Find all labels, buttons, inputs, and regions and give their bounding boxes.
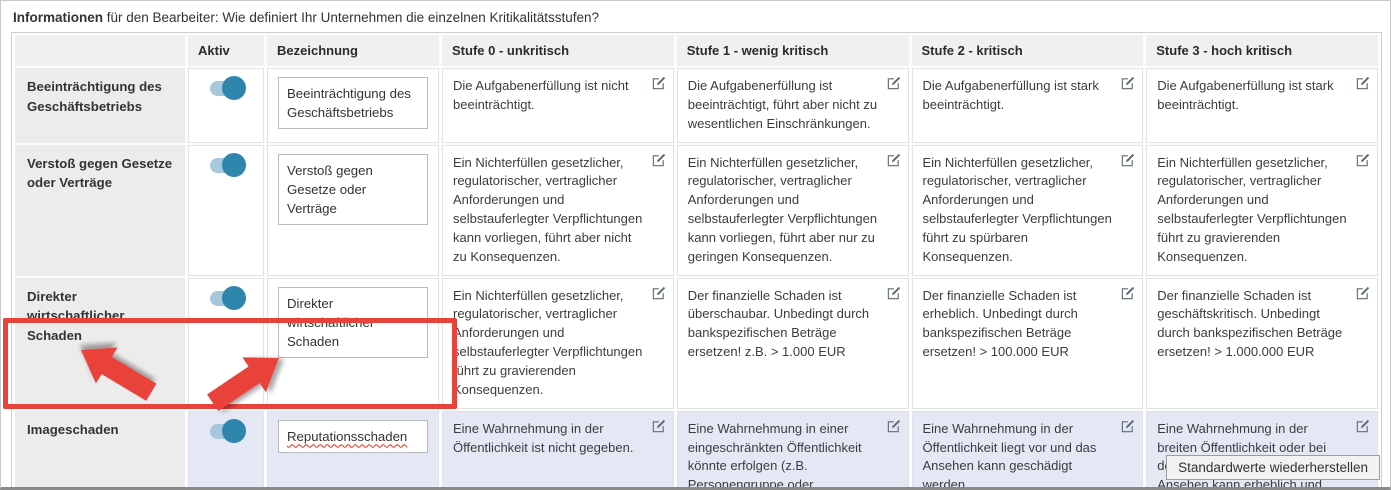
bezeichnung-cell: Beeinträchtigung des Geschäftsbetriebs [267, 68, 439, 143]
stufe1-text: Eine Wahrnehmung in einer eingeschränkte… [687, 420, 862, 490]
row-label: Verstoß gegen Gesetze oder Verträge [15, 144, 185, 276]
stufe2-text: Der finanzielle Schaden ist erheblich. U… [922, 287, 1078, 360]
stufe1-text: Die Aufgabenerfüllung ist beeinträchtigt… [687, 78, 878, 131]
edit-icon[interactable] [651, 419, 666, 434]
edit-icon[interactable] [886, 76, 901, 91]
intro-text-bold: Informationen [13, 10, 103, 25]
stufe0-cell: Eine Wahrnehmung in der Öffentlichkeit i… [442, 410, 674, 487]
edit-icon[interactable] [886, 419, 901, 434]
footer-actions: Standardwerte wiederherstellen [1166, 455, 1380, 480]
aktiv-cell [188, 144, 264, 276]
stufe0-text: Die Aufgabenerfüllung ist nicht beeinträ… [453, 78, 629, 112]
stufe0-cell: Ein Nichterfüllen gesetzlicher, regulato… [442, 144, 674, 276]
table-row: Beeinträchtigung des Geschäftsbetriebs B… [15, 68, 1378, 143]
stufe2-text: Die Aufgabenerfüllung ist stark beeinträ… [922, 78, 1099, 112]
stufe2-cell: Der finanzielle Schaden ist erheblich. U… [911, 277, 1144, 409]
bezeichnung-cell: Verstoß gegen Gesetze oder Verträge [267, 144, 439, 276]
edit-icon[interactable] [651, 153, 666, 168]
stufe2-cell: Die Aufgabenerfüllung ist stark beeinträ… [911, 68, 1144, 143]
table-header-row: Aktiv Bezeichnung Stufe 0 - unkritisch S… [15, 35, 1378, 66]
edit-icon[interactable] [1355, 153, 1370, 168]
stufe0-text: Ein Nichterfüllen gesetzlicher, regulato… [453, 287, 643, 397]
stufe0-text: Eine Wahrnehmung in der Öffentlichkeit i… [453, 420, 634, 455]
table-row-highlighted: Imageschaden Reputationsschaden Eine Wah… [15, 410, 1378, 490]
restore-defaults-button[interactable]: Standardwerte wiederherstellen [1166, 455, 1380, 480]
aktiv-cell [188, 68, 264, 143]
stufe3-text: Der finanzielle Schaden ist geschäftskri… [1157, 287, 1343, 360]
stufe1-cell: Der finanzielle Schaden ist überschaubar… [676, 277, 909, 409]
edit-icon[interactable] [886, 286, 901, 301]
edit-icon[interactable] [1355, 419, 1370, 434]
edit-icon[interactable] [1120, 153, 1135, 168]
stufe0-cell: Ein Nichterfüllen gesetzlicher, regulato… [442, 277, 674, 409]
stufe0-cell: Die Aufgabenerfüllung ist nicht beeinträ… [442, 68, 674, 143]
toggle-knob [222, 76, 246, 100]
column-header-stufe3: Stufe 3 - hoch kritisch [1146, 35, 1378, 66]
row-label: Direkter wirtschaftlicher Schaden [15, 277, 185, 409]
stufe1-cell: Die Aufgabenerfüllung ist beeinträchtigt… [676, 68, 909, 143]
row-label: Imageschaden [15, 410, 185, 487]
intro-text-rest: für den Bearbeiter: Wie definiert Ihr Un… [103, 10, 600, 25]
edit-icon[interactable] [651, 76, 666, 91]
column-header-bezeichnung: Bezeichnung [267, 35, 439, 66]
bezeichnung-input[interactable]: Reputationsschaden [278, 419, 428, 453]
active-toggle[interactable] [210, 152, 246, 177]
column-header-stufe1: Stufe 1 - wenig kritisch [676, 35, 909, 66]
bezeichnung-input[interactable]: Direkter wirtschaftlicher Schaden [278, 286, 428, 359]
toggle-knob [222, 152, 246, 177]
criticality-table: Aktiv Bezeichnung Stufe 0 - unkritisch S… [11, 32, 1382, 490]
bezeichnung-cell: Direkter wirtschaftlicher Schaden [267, 277, 439, 409]
stufe2-text: Ein Nichterfüllen gesetzlicher, regulato… [922, 154, 1112, 264]
column-header-stufe2: Stufe 2 - kritisch [911, 35, 1144, 66]
active-toggle[interactable] [210, 76, 246, 100]
edit-icon[interactable] [1120, 419, 1135, 434]
column-header-empty [15, 35, 185, 66]
table-row: Direkter wirtschaftlicher Schaden Direkt… [15, 277, 1378, 409]
stufe1-text: Der finanzielle Schaden ist überschaubar… [687, 287, 870, 360]
stufe3-cell: Ein Nichterfüllen gesetzlicher, regulato… [1146, 144, 1378, 276]
intro-text: Informationen für den Bearbeiter: Wie de… [1, 1, 1390, 32]
aktiv-cell [188, 277, 264, 409]
edit-icon[interactable] [651, 286, 666, 301]
bezeichnung-input-value: Reputationsschaden [287, 428, 408, 444]
column-header-aktiv: Aktiv [188, 35, 264, 66]
toggle-knob [222, 418, 246, 443]
toggle-knob [222, 285, 246, 310]
active-toggle[interactable] [210, 418, 246, 443]
bezeichnung-cell: Reputationsschaden [267, 410, 439, 487]
stufe3-text: Die Aufgabenerfüllung ist stark beeinträ… [1157, 78, 1334, 112]
edit-icon[interactable] [1120, 286, 1135, 301]
edit-icon[interactable] [1120, 76, 1135, 91]
stufe2-cell: Ein Nichterfüllen gesetzlicher, regulato… [911, 144, 1144, 276]
stufe2-text: Eine Wahrnehmung in der Öffentlichkeit l… [922, 420, 1097, 490]
aktiv-cell [188, 410, 264, 487]
stufe3-text: Ein Nichterfüllen gesetzlicher, regulato… [1157, 154, 1347, 264]
row-label: Beeinträchtigung des Geschäftsbetriebs [15, 68, 185, 143]
stufe0-text: Ein Nichterfüllen gesetzlicher, regulato… [453, 154, 643, 264]
stufe1-cell: Ein Nichterfüllen gesetzlicher, regulato… [676, 144, 909, 276]
edit-icon[interactable] [1355, 286, 1370, 301]
active-toggle[interactable] [210, 285, 246, 310]
bezeichnung-input[interactable]: Verstoß gegen Gesetze oder Verträge [278, 153, 428, 225]
stufe1-cell: Eine Wahrnehmung in einer eingeschränkte… [676, 410, 909, 490]
edit-icon[interactable] [886, 153, 901, 168]
stufe2-cell: Eine Wahrnehmung in der Öffentlichkeit l… [911, 410, 1144, 490]
stufe3-cell: Die Aufgabenerfüllung ist stark beeinträ… [1146, 68, 1378, 143]
stufe3-cell: Der finanzielle Schaden ist geschäftskri… [1146, 277, 1378, 409]
column-header-stufe0: Stufe 0 - unkritisch [442, 35, 674, 66]
bezeichnung-input[interactable]: Beeinträchtigung des Geschäftsbetriebs [278, 77, 428, 130]
table-row: Verstoß gegen Gesetze oder Verträge Vers… [15, 144, 1378, 276]
edit-icon[interactable] [1355, 76, 1370, 91]
stufe1-text: Ein Nichterfüllen gesetzlicher, regulato… [687, 154, 878, 264]
